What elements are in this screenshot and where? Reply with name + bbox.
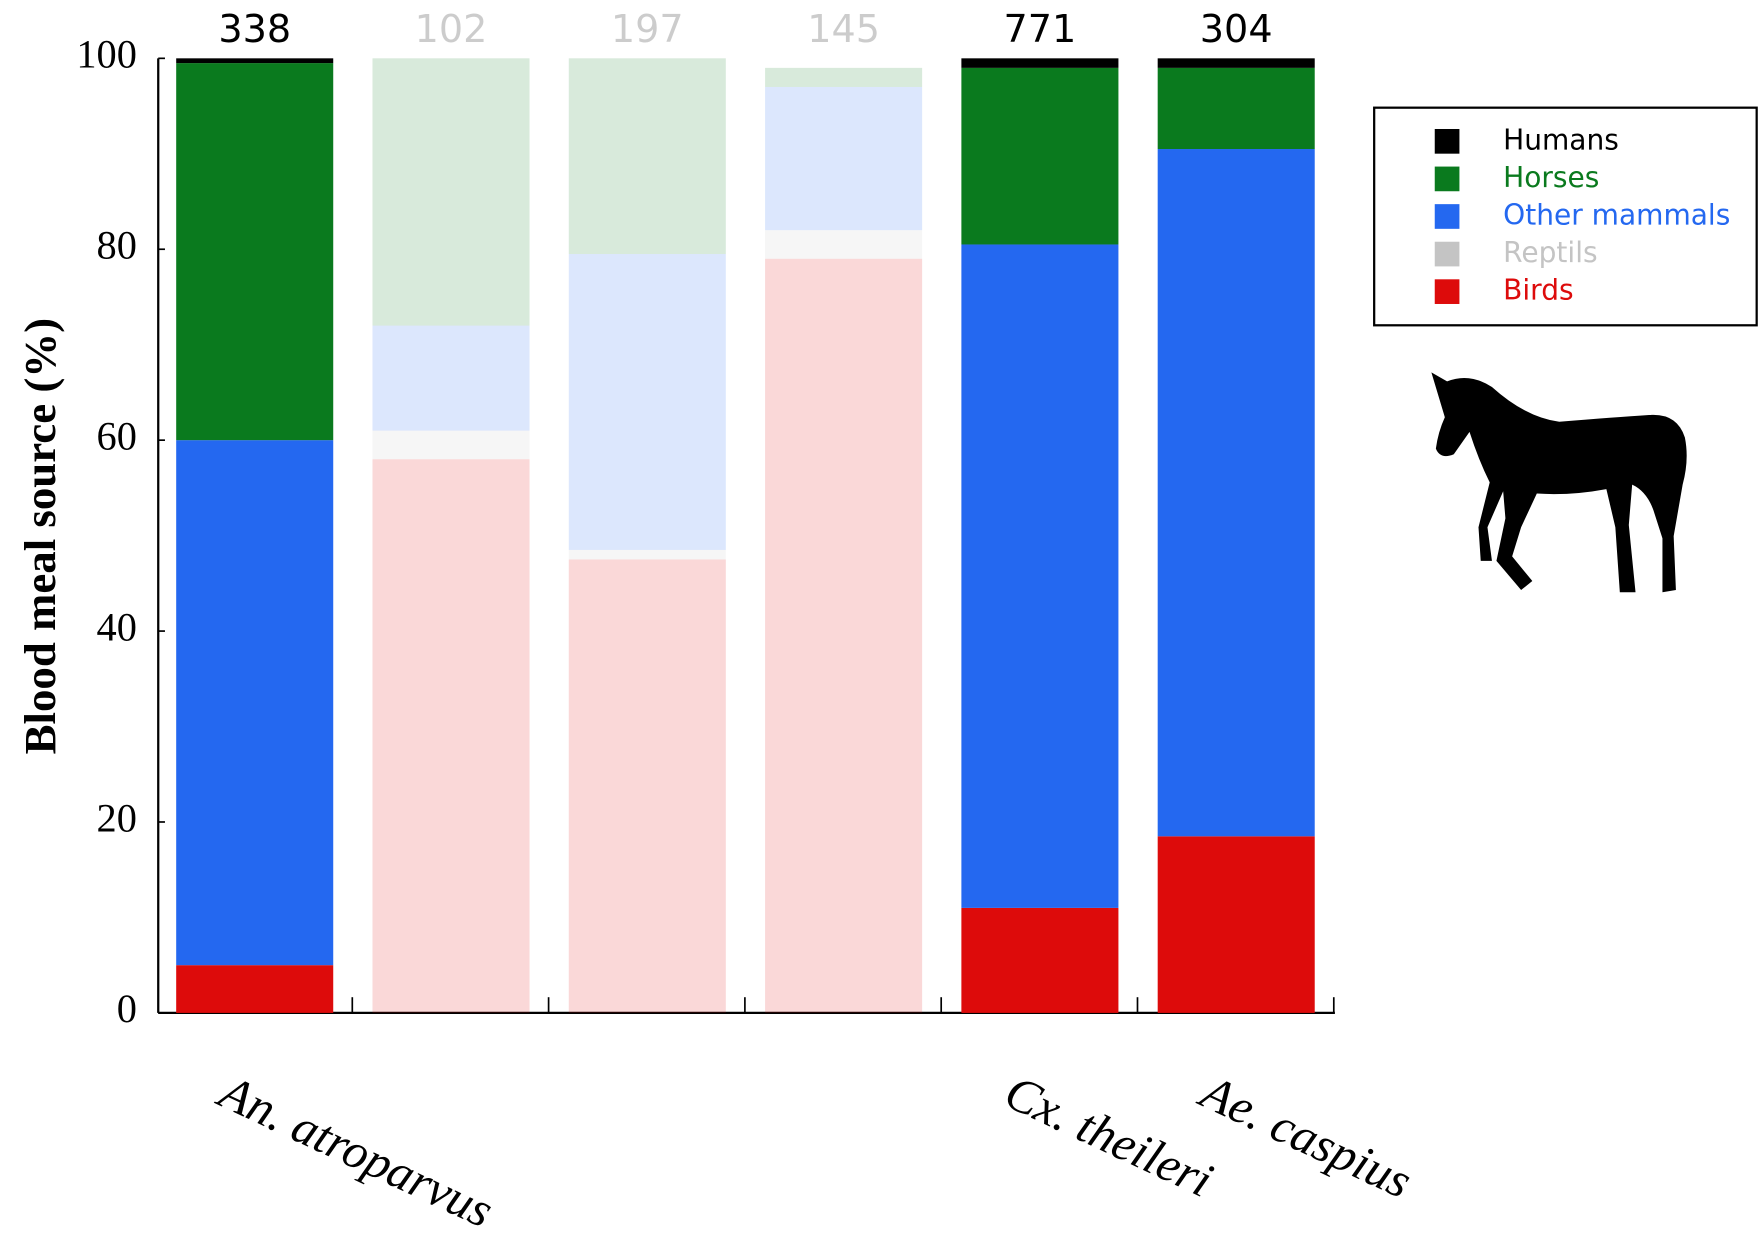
horse-icon	[1431, 372, 1686, 592]
page: {"chart_data": {"type": "stacked-bar", "…	[0, 0, 1759, 1235]
bar-segment	[765, 230, 922, 259]
bar-segment	[569, 550, 726, 560]
bar-segment	[569, 559, 726, 1012]
bar-segment	[1158, 58, 1315, 68]
bar-segment	[765, 259, 922, 1013]
legend-label: Horses	[1503, 161, 1599, 194]
bar-segment	[372, 459, 529, 1013]
sample-size-label: 771	[1004, 7, 1077, 51]
y-tick-label: 60	[97, 413, 137, 458]
x-tick-label: An. atroparvus	[209, 1063, 502, 1235]
legend-label: Reptils	[1503, 236, 1597, 269]
bar-segment	[372, 431, 529, 460]
plot: 0 20 40 60 80 100 338 An. atroparvus 102 197 145 77…	[76, 7, 1420, 1235]
y-tick-label: 0	[117, 986, 137, 1031]
chart: Blood meal source (%) 0 20 40 60 80 100 338 An.…	[0, 0, 1759, 1235]
bar-segment	[961, 244, 1118, 907]
bar-segment	[961, 908, 1118, 1013]
legend-label: Humans	[1503, 123, 1619, 156]
bar-segment	[569, 58, 726, 254]
legend-label: Other mammals	[1503, 198, 1730, 231]
bar-segment	[961, 68, 1118, 245]
y-tick-label: 20	[97, 795, 137, 840]
legend-swatch	[1435, 204, 1460, 229]
y-tick-label: 100	[76, 32, 137, 77]
sample-size-label: 304	[1200, 7, 1273, 51]
sample-size-label: 338	[218, 7, 291, 51]
x-tick-label: Ae. caspius	[1190, 1063, 1420, 1209]
legend-label: Birds	[1503, 274, 1573, 307]
bar-segment	[1158, 149, 1315, 836]
y-axis-label: Blood meal source (%)	[15, 318, 65, 755]
x-tick-label: Cx. theileri	[997, 1064, 1221, 1208]
bar-segment	[176, 58, 333, 63]
bar-segment	[176, 63, 333, 440]
bar-segment	[176, 440, 333, 965]
bar-segment	[961, 58, 1118, 68]
bar-segment	[372, 326, 529, 431]
bar-segment	[1158, 68, 1315, 149]
bar-segment	[1158, 836, 1315, 1013]
legend-swatch	[1435, 129, 1460, 154]
sample-size-label: 145	[807, 7, 880, 51]
bar-segment	[372, 58, 529, 325]
bar-segment	[765, 68, 922, 87]
legend-swatch	[1435, 167, 1460, 192]
bar-segment	[765, 87, 922, 230]
legend-swatch	[1435, 279, 1460, 304]
sample-size-label: 197	[611, 7, 684, 51]
sample-size-label: 102	[415, 7, 488, 51]
bar-segment	[569, 254, 726, 550]
y-tick-label: 80	[97, 223, 137, 268]
bar-segment	[176, 965, 333, 1013]
y-tick-label: 40	[97, 604, 137, 649]
legend-swatch	[1435, 242, 1460, 267]
